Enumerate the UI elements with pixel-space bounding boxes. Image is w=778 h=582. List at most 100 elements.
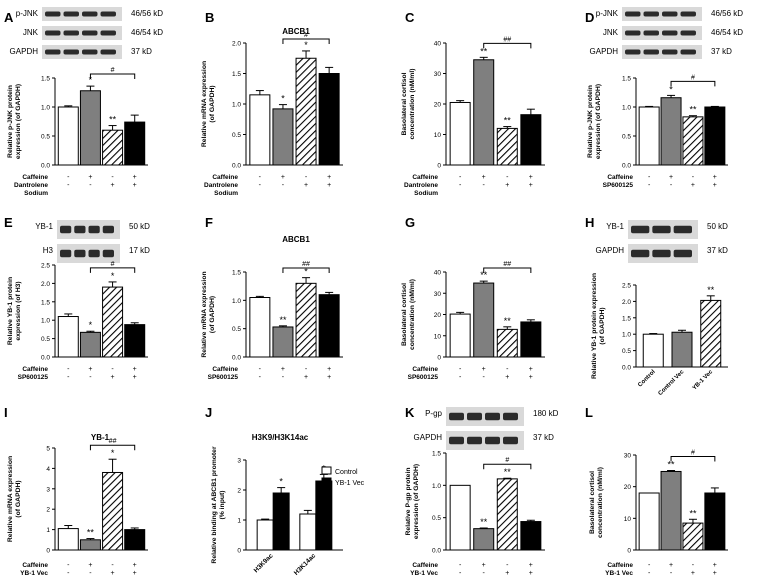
treatment-sign: - [67,174,70,181]
treatment-label: Dantrolene [204,182,238,189]
y-tick-label: 10 [624,516,632,523]
comparison-bracket [483,267,532,273]
blot-band [82,49,98,55]
y-axis-label-line: (of GAPDH) [599,307,606,344]
y-tick-label: 0.5 [232,326,241,333]
bar [520,521,542,551]
treatment-sign: + [529,570,533,577]
treatment-sign: - [459,182,462,189]
treatment-sign: + [88,366,92,373]
y-tick-label: 0 [237,548,241,555]
comparison-bracket [89,267,136,273]
bar [318,73,340,166]
y-tick-label: 2.5 [622,283,631,290]
blot-band [63,11,79,17]
blot-size: 37 kD [711,47,732,56]
y-tick-label: 5 [46,446,50,453]
bar [256,519,274,551]
treatment-label: Sodium [24,190,48,197]
bracket-label: ## [503,261,511,268]
y-tick-label: 0 [437,355,441,362]
treatment-sign: - [506,174,509,181]
panel-g: G 0 10 20 30 40 Basolateral cortisolconcentrat… [401,215,545,381]
y-tick-label: 0.0 [622,365,631,372]
significance-mark: * [304,40,308,50]
bracket-label: # [111,261,115,268]
treatment-label: Sodium [214,190,238,197]
treatment-sign: - [67,182,70,189]
bracket-label: # [505,457,509,464]
bar [102,471,124,551]
blot-band [662,11,678,17]
y-tick-label: 0.0 [232,163,241,170]
significance-mark: * [669,84,673,94]
y-tick-label: 10 [434,333,442,340]
blot-size: 17 kD [129,246,150,255]
blot-band [45,49,61,55]
y-axis-label: Relative binding at ABCB1 promoter(% inp… [211,446,226,564]
treatment-sign: - [305,174,308,181]
panel-letter: C [405,10,415,25]
y-tick-label: 30 [434,291,442,298]
legend-label: Control [335,469,358,476]
treatment-sign: - [459,174,462,181]
category-label: YB-1 Vec [692,369,715,392]
y-axis-label: Relative mRNA expression(of GAPDH) [7,456,22,542]
treatment-label: Caffeine [212,174,238,181]
y-tick-label: 0.5 [432,515,441,522]
blot-band [63,49,79,55]
y-tick-label: 30 [624,453,632,460]
treatment-sign: + [304,374,308,381]
y-tick-label: 1.5 [232,270,241,277]
treatment-sign: + [327,174,331,181]
treatment-sign: + [327,182,331,189]
y-tick-label: 1.0 [432,483,441,490]
significance-mark: ** [504,467,512,477]
bar [124,121,146,166]
treatment-sign: - [67,374,70,381]
treatment-label: Dantrolene [14,182,48,189]
blot-band [680,11,696,17]
treatment-sign: + [133,366,137,373]
panel-e: E YB-1 50 kD H3 17 kD 0.0 0.5 1.0 1.5 2.0 2.5 Relat… [4,215,150,381]
treatment-sign: - [259,374,262,381]
category-label: H3K14ac [293,552,318,577]
treatment-sign: + [133,174,137,181]
y-axis-label-line: expression (of GAPDH) [15,84,22,159]
bar [124,324,146,358]
y-axis-label-line: (of GAPDH) [209,296,216,333]
blot-band [102,225,114,234]
bar [57,528,79,551]
bar [520,321,542,358]
significance-mark: * [111,448,115,458]
treatment-sign: + [529,366,533,373]
y-tick-label: 40 [434,41,442,48]
blot-size: 50 kD [707,222,728,231]
treatment-label: Caffeine [212,366,238,373]
treatment-sign: + [505,570,509,577]
y-axis-label-line: Relative mRNA expression [201,61,208,147]
y-tick-label: 2 [237,488,241,495]
bar [496,478,518,551]
significance-mark: ** [689,105,697,115]
bar [496,127,518,166]
treatment-sign: - [459,374,462,381]
bar [473,282,495,358]
bracket-label: # [304,32,308,39]
treatment-sign: - [483,570,486,577]
blot-band [100,30,116,36]
treatment-sign: + [529,174,533,181]
y-tick-label: 0.0 [41,163,50,170]
treatment-sign: + [669,562,673,569]
y-tick-label: 2 [46,507,50,514]
blot-band [467,412,482,421]
treatment-sign: + [327,366,331,373]
y-axis-label: Relative YB-1 proteinexpression (of H3) [7,277,22,345]
y-tick-label: 0 [627,548,631,555]
blot-band [88,225,100,234]
blot-band [45,11,61,17]
y-tick-label: 3 [46,486,50,493]
bar [704,106,726,166]
blot-band [82,30,98,36]
treatment-sign: - [648,570,651,577]
